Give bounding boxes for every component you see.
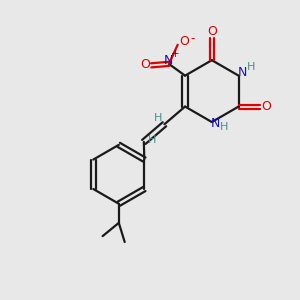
Text: O: O — [140, 58, 150, 71]
Text: N: N — [164, 54, 174, 67]
Text: H: H — [154, 113, 162, 123]
Text: O: O — [207, 25, 217, 38]
Text: H: H — [220, 122, 228, 132]
Text: O: O — [179, 35, 189, 48]
Text: N: N — [211, 117, 220, 130]
Text: -: - — [190, 32, 195, 45]
Text: H: H — [148, 135, 156, 146]
Text: O: O — [261, 100, 271, 113]
Text: H: H — [247, 62, 255, 72]
Text: +: + — [171, 49, 180, 58]
Text: N: N — [238, 66, 247, 79]
